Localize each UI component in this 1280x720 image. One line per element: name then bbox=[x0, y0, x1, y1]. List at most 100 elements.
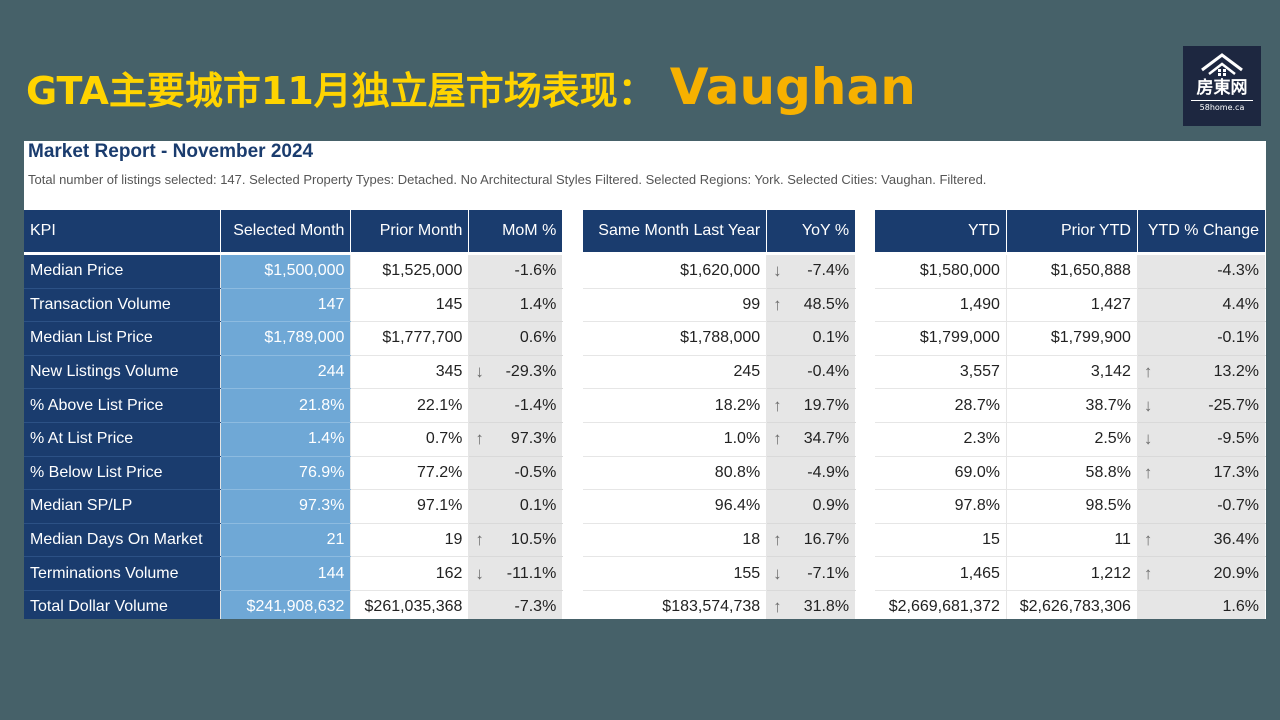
yoy-cell: 0.1% bbox=[766, 321, 857, 356]
kpi-name-cell: New Listings Volume bbox=[24, 355, 222, 390]
yoy-cell: ↑ 19.7% bbox=[766, 388, 857, 423]
prior-month-cell: 0.7% bbox=[350, 422, 470, 457]
header-same-month-last-year: Same Month Last Year bbox=[582, 210, 768, 255]
house-roof-icon bbox=[1201, 53, 1243, 76]
column-gap bbox=[855, 288, 876, 322]
column-gap bbox=[855, 388, 876, 423]
column-gap bbox=[855, 523, 876, 557]
selected-month-cell: 21 bbox=[220, 523, 352, 558]
ytd-cell: $1,799,000 bbox=[875, 321, 1007, 356]
ytd-change-cell: 4.4% bbox=[1137, 288, 1266, 323]
prior-ytd-cell: 2.5% bbox=[1006, 422, 1138, 457]
table-row: % At List Price 1.4% 0.7% ↑ 97.3% 1.0% ↑ 34.7% 2… bbox=[24, 422, 1266, 457]
mom-cell: 1.4% bbox=[468, 288, 564, 323]
kpi-name-cell: Median SP/LP bbox=[24, 489, 222, 524]
kpi-name-cell: % At List Price bbox=[24, 422, 222, 457]
mom-cell-value: -11.1% bbox=[506, 564, 557, 582]
prior-ytd-cell: $1,799,900 bbox=[1006, 321, 1138, 356]
header-yoy: YoY % bbox=[766, 210, 857, 255]
arrow-up-icon: ↑ bbox=[773, 597, 782, 617]
slide-title: GTA主要城市11月独立屋市场表现： Vaughan bbox=[26, 58, 916, 128]
mom-cell: 0.6% bbox=[468, 321, 564, 356]
yoy-cell-value: 34.7% bbox=[803, 430, 850, 448]
arrow-down-icon: ↓ bbox=[1143, 395, 1153, 415]
arrow-up-icon: ↑ bbox=[1143, 563, 1153, 583]
mom-cell: ↓ -11.1% bbox=[468, 556, 564, 591]
prior-ytd-cell: 58.8% bbox=[1006, 456, 1138, 491]
mom-cell: -7.3% bbox=[468, 590, 564, 619]
arrow-up-icon: ↑ bbox=[773, 395, 782, 415]
yoy-cell: ↓ -7.1% bbox=[766, 556, 857, 591]
table-row: Transaction Volume 147 145 1.4% 99 ↑ 48.5% 1,49… bbox=[24, 288, 1266, 323]
ytd-change-cell-value: 13.2% bbox=[1213, 363, 1259, 381]
mom-cell: -1.6% bbox=[468, 253, 564, 289]
table-row: Median List Price $1,789,000 $1,777,700 0.6… bbox=[24, 321, 1266, 356]
mom-cell-value: 0.1% bbox=[519, 497, 557, 515]
kpi-name-cell: % Above List Price bbox=[24, 388, 222, 423]
slide-title-city: Vaughan bbox=[669, 58, 916, 116]
prior-ytd-cell: 38.7% bbox=[1006, 388, 1138, 423]
column-gap bbox=[562, 523, 583, 557]
arrow-down-icon: ↓ bbox=[475, 362, 484, 382]
table-header-row: KPI Selected Month Prior Month MoM % Sam… bbox=[24, 210, 1266, 255]
yoy-cell-value: -0.4% bbox=[807, 363, 850, 381]
prior-ytd-cell: 1,427 bbox=[1006, 288, 1138, 323]
column-gap bbox=[562, 210, 583, 254]
yoy-cell: ↑ 31.8% bbox=[766, 590, 857, 619]
arrow-up-icon: ↑ bbox=[1143, 362, 1153, 382]
header-ytd-change: YTD % Change bbox=[1137, 210, 1266, 255]
arrow-up-icon: ↑ bbox=[773, 530, 782, 550]
prior-month-cell: 345 bbox=[350, 355, 470, 390]
selected-month-cell: 147 bbox=[220, 288, 352, 323]
selected-month-cell: 97.3% bbox=[220, 489, 352, 524]
prior-month-cell: 22.1% bbox=[350, 388, 470, 423]
same-month-last-year-cell: $1,788,000 bbox=[582, 321, 768, 356]
ytd-cell: $2,669,681,372 bbox=[875, 590, 1007, 619]
prior-month-cell: $261,035,368 bbox=[350, 590, 470, 619]
mom-cell-value: -29.3% bbox=[505, 363, 557, 381]
prior-ytd-cell: $2,626,783,306 bbox=[1006, 590, 1138, 619]
prior-month-cell: 77.2% bbox=[350, 456, 470, 491]
prior-month-cell: 145 bbox=[350, 288, 470, 323]
table-row: Median SP/LP 97.3% 97.1% 0.1% 96.4% 0.9% 97.8%… bbox=[24, 489, 1266, 524]
selected-month-cell: 21.8% bbox=[220, 388, 352, 423]
table-row: New Listings Volume 244 345 ↓ -29.3% 245 -0.4%… bbox=[24, 355, 1266, 390]
table-row: % Below List Price 76.9% 77.2% -0.5% 80.8% -4… bbox=[24, 456, 1266, 491]
yoy-cell: -0.4% bbox=[766, 355, 857, 390]
prior-ytd-cell: 1,212 bbox=[1006, 556, 1138, 591]
kpi-name-cell: Transaction Volume bbox=[24, 288, 222, 323]
ytd-change-cell: ↓ -9.5% bbox=[1137, 422, 1266, 457]
ytd-change-cell-value: -0.1% bbox=[1217, 329, 1259, 347]
yoy-cell-value: 0.9% bbox=[812, 497, 850, 515]
table-row: % Above List Price 21.8% 22.1% -1.4% 18.2% ↑ 1… bbox=[24, 388, 1266, 423]
column-gap bbox=[855, 590, 876, 619]
yoy-cell-value: 31.8% bbox=[803, 598, 850, 616]
ytd-cell: 69.0% bbox=[875, 456, 1007, 491]
arrow-up-icon: ↑ bbox=[475, 530, 484, 550]
arrow-down-icon: ↓ bbox=[475, 563, 484, 583]
ytd-change-cell: -0.1% bbox=[1137, 321, 1266, 356]
column-gap bbox=[855, 210, 876, 254]
kpi-table: KPI Selected Month Prior Month MoM % Sam… bbox=[24, 210, 1266, 619]
arrow-down-icon: ↓ bbox=[1143, 429, 1153, 449]
ytd-cell: 28.7% bbox=[875, 388, 1007, 423]
kpi-name-cell: Median List Price bbox=[24, 321, 222, 356]
header-ytd: YTD bbox=[875, 210, 1007, 255]
column-gap bbox=[855, 253, 876, 289]
selected-month-cell: 244 bbox=[220, 355, 352, 390]
yoy-cell-value: -4.9% bbox=[807, 463, 850, 481]
column-gap bbox=[855, 422, 876, 457]
selected-month-cell: $1,789,000 bbox=[220, 321, 352, 356]
column-gap bbox=[562, 321, 583, 356]
yoy-cell-value: 19.7% bbox=[803, 396, 850, 414]
ytd-change-cell: ↑ 36.4% bbox=[1137, 523, 1266, 558]
brand-logo: 房東网 58home.ca bbox=[1183, 46, 1261, 126]
yoy-cell-value: -7.4% bbox=[807, 262, 850, 280]
column-gap bbox=[562, 556, 583, 591]
ytd-change-cell: ↓ -25.7% bbox=[1137, 388, 1266, 423]
header-selected-month: Selected Month bbox=[220, 210, 352, 255]
table-row: Median Price $1,500,000 $1,525,000 -1.6% $1,… bbox=[24, 253, 1266, 289]
mom-cell: 0.1% bbox=[468, 489, 564, 524]
ytd-cell: 3,557 bbox=[875, 355, 1007, 390]
mom-cell-value: -7.3% bbox=[514, 598, 557, 616]
